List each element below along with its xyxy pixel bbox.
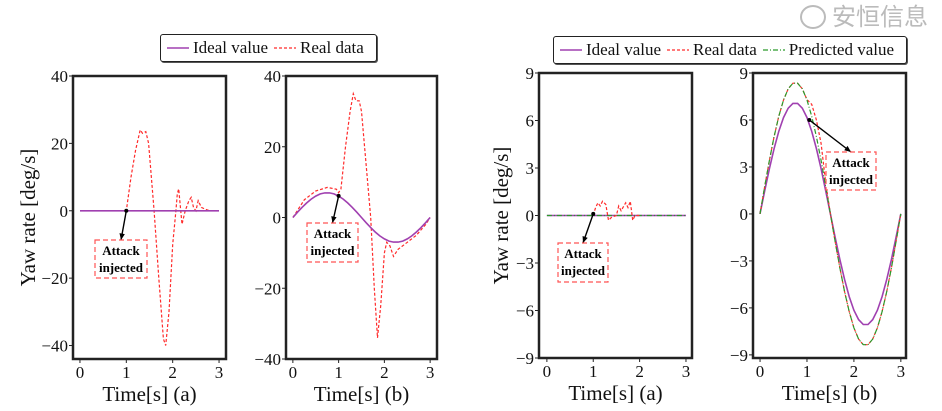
- x-tick-label: 2: [850, 362, 859, 381]
- x-tick-label: 3: [682, 362, 691, 381]
- x-tick-label: 2: [168, 363, 177, 382]
- y-tick-label: −3: [730, 252, 748, 271]
- annotation-text: Attack: [832, 155, 870, 170]
- x-axis-label: Time[s] (b): [782, 381, 877, 405]
- y-tick-label: 0: [740, 205, 749, 224]
- legend-item-ideal: Ideal value: [560, 40, 661, 60]
- watermark-text: 安恒信息: [832, 3, 928, 31]
- y-tick-label: 0: [273, 209, 282, 228]
- x-tick-label: 3: [426, 363, 435, 382]
- y-tick-label: −40: [254, 350, 281, 369]
- legend-item-real: Real data: [274, 38, 364, 58]
- wechat-icon: [800, 5, 826, 29]
- annotation-text: injected: [99, 260, 144, 275]
- x-tick-label: 3: [215, 363, 224, 382]
- y-tick-label: −9: [730, 346, 748, 365]
- annotation-text: Attack: [102, 243, 140, 258]
- y-tick-label: −20: [254, 279, 281, 298]
- x-axis-label: Time[s] (b): [314, 382, 409, 406]
- chart-panel-3: 0 1 2 3 −9 −6 −3 0 3 6 9 Time[s] (b) Attack injected: [730, 64, 908, 405]
- legend-swatch-dashed-icon: [274, 47, 297, 49]
- axes-frame: [751, 71, 908, 360]
- legend-left: Ideal value Real data: [160, 34, 377, 62]
- legend-item-ideal: Ideal value: [167, 38, 268, 58]
- x-axis-label: Time[s] (a): [568, 381, 662, 405]
- arrow-head-icon: [119, 233, 125, 240]
- legend-label: Predicted value: [788, 40, 895, 59]
- x-tick-label: 0: [756, 362, 765, 381]
- y-tick-label: −20: [41, 269, 68, 288]
- y-tick-label: −6: [516, 302, 534, 321]
- annotation-box: [557, 242, 609, 283]
- annotation-box: [306, 222, 359, 263]
- chart-panel-1: 0 1 2 3 −40 −20 0 20 40 Time[s] (b) Attack injected: [254, 67, 439, 406]
- y-tick-label: 6: [526, 112, 535, 131]
- legend-label: Ideal value: [193, 38, 269, 57]
- legend-swatch-dashed-icon: [667, 49, 690, 51]
- x-axis-label: Time[s] (a): [102, 382, 196, 406]
- y-axis-label: Yaw rate [deg/s]: [489, 147, 513, 285]
- legend-label: Real data: [693, 40, 757, 59]
- y-axis-label: Yaw rate [deg/s]: [16, 149, 40, 287]
- series-line-real-data: [292, 91, 431, 338]
- series-line-real-data: [759, 82, 902, 346]
- y-tick-label: −3: [516, 254, 534, 273]
- x-tick-label: 1: [803, 362, 812, 381]
- legend-item-predicted: Predicted value: [762, 40, 895, 60]
- y-tick-label: 6: [740, 111, 749, 130]
- x-tick-label: 0: [543, 362, 552, 381]
- y-tick-label: −40: [41, 337, 68, 356]
- x-tick-label: 2: [635, 362, 644, 381]
- x-tick-label: 0: [289, 363, 298, 382]
- y-tick-label: 20: [51, 134, 68, 153]
- legend-swatch-dashdot-icon: [762, 49, 785, 51]
- x-tick-label: 2: [380, 363, 389, 382]
- y-tick-label: 0: [526, 207, 535, 226]
- y-tick-label: −9: [516, 349, 534, 368]
- y-tick-label: 9: [526, 64, 535, 83]
- arrow-head-icon: [844, 145, 851, 152]
- chart-panel-2: 0 1 2 3 −9 −6 −3 0 3 6 9 Time[s] (a) Yaw rate [deg/s…: [489, 64, 694, 405]
- series-line-ideal-value: [292, 192, 431, 243]
- y-tick-label: 20: [264, 138, 281, 157]
- legend-right: Ideal value Real data Predicted value: [553, 36, 908, 64]
- y-tick-label: 40: [264, 67, 281, 86]
- annotation-text: Attack: [314, 226, 352, 241]
- x-tick-label: 1: [334, 363, 343, 382]
- legend-label: Real data: [300, 38, 364, 57]
- annotation-box: [825, 151, 877, 191]
- legend-item-real: Real data: [667, 40, 757, 60]
- y-tick-label: 0: [60, 202, 69, 221]
- y-tick-label: 9: [740, 64, 749, 83]
- series-line-real-data: [80, 128, 219, 346]
- annotation-text: injected: [310, 243, 355, 258]
- x-tick-label: 1: [122, 363, 131, 382]
- annotation-text: Attack: [564, 246, 602, 261]
- annotation-text: injected: [561, 263, 606, 278]
- arrow-head-icon: [331, 216, 337, 223]
- legend-swatch-solid-icon: [167, 47, 189, 49]
- legend-label: Ideal value: [586, 40, 662, 59]
- x-tick-label: 0: [76, 363, 85, 382]
- annotation-arrow: [808, 119, 852, 153]
- watermark: 安恒信息: [800, 3, 928, 31]
- annotation-text: injected: [829, 172, 874, 187]
- x-tick-label: 3: [897, 362, 906, 381]
- arrow-head-icon: [582, 236, 588, 243]
- y-tick-label: −6: [730, 299, 748, 318]
- annotation-box: [94, 239, 148, 279]
- y-tick-label: 40: [51, 67, 68, 86]
- y-tick-label: 3: [526, 159, 535, 178]
- chart-panel-0: 0 1 2 3 −40 −20 0 20 40 Time[s] (a) Yaw rate [deg/…: [16, 67, 228, 406]
- legend-swatch-solid-icon: [560, 49, 582, 51]
- x-tick-label: 1: [589, 362, 598, 381]
- axes-frame: [71, 74, 228, 361]
- series-line-real-data: [592, 200, 640, 223]
- y-tick-label: 3: [740, 158, 749, 177]
